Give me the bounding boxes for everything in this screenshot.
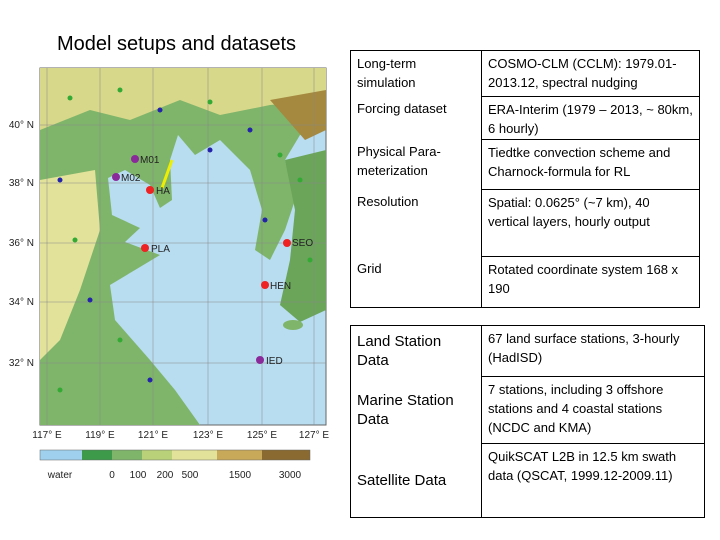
station-label: SEO [292, 238, 313, 249]
table-row: Marine Station Data 7 stations, including… [351, 376, 704, 443]
station-marker [131, 155, 139, 163]
lat-label: 34° N [9, 297, 34, 308]
row-value: COSMO-CLM (CCLM): 1979.01-2013.12, spect… [481, 51, 699, 96]
colorbar-label: 3000 [279, 470, 302, 481]
setup-table: Long-term simulation COSMO-CLM (CCLM): 19… [350, 50, 700, 308]
lon-label: 119° E [85, 430, 115, 441]
row-value: 7 stations, including 3 offshore station… [481, 376, 704, 443]
colorbar-label: 200 [157, 470, 174, 481]
row-label: Physical Para-meterization [357, 144, 441, 178]
land-stations [57, 87, 313, 393]
station-marker [141, 244, 149, 252]
station-label: M01 [140, 155, 160, 166]
lat-label: 40° N [9, 120, 34, 131]
station-map: M01 M02 HA PLA SEO HEN IED 40° N 38° N 3… [9, 67, 329, 481]
table-row: Long-term simulation COSMO-CLM (CCLM): 19… [351, 51, 699, 96]
row-label: Long-term simulation [357, 56, 417, 90]
colorbar-label: 100 [130, 470, 147, 481]
row-label: Forcing dataset [357, 101, 447, 116]
station-marker [256, 356, 264, 364]
table-row: Physical Para-meterization Tiedtke convec… [351, 139, 699, 189]
row-label: Resolution [357, 194, 419, 209]
lat-labels: 40° N 38° N 36° N 34° N 32° N [9, 120, 34, 369]
row-value: QuikSCAT L2B in 12.5 km swath data (QSCA… [481, 443, 704, 517]
table-row: Satellite Data QuikSCAT L2B in 12.5 km sw… [351, 443, 704, 517]
table-row: Grid Rotated coordinate system 168 x 190 [351, 256, 699, 307]
row-value: Tiedtke convection scheme and Charnock-f… [481, 139, 699, 189]
colorbar-label: 1500 [229, 470, 252, 481]
table-row: Forcing dataset ERA-Interim (1979 – 2013,… [351, 96, 699, 139]
land [40, 68, 326, 425]
data-table: Land Station Data 67 land surface station… [350, 325, 705, 518]
station-label: IED [266, 356, 283, 367]
lon-label: 127° E [299, 430, 329, 441]
row-label: Land Station Data [357, 333, 442, 369]
graticule [40, 68, 326, 425]
lat-label: 36° N [9, 238, 34, 249]
row-value: Spatial: 0.0625° (~7 km), 40 vertical la… [481, 189, 699, 256]
lon-label: 121° E [138, 430, 168, 441]
station-marker [283, 239, 291, 247]
station-marker [112, 173, 120, 181]
lat-label: 38° N [9, 178, 34, 189]
row-value: 67 land surface stations, 3-hourly (HadI… [481, 326, 704, 376]
table-row: Resolution Spatial: 0.0625° (~7 km), 40 v… [351, 189, 699, 256]
station-label: PLA [151, 244, 170, 255]
lat-label: 32° N [9, 358, 34, 369]
row-label: Grid [357, 261, 382, 276]
colorbar-label: 0 [109, 470, 115, 481]
transect [160, 159, 174, 189]
station-label: HEN [270, 281, 291, 292]
slide-title: Model setups and datasets [57, 33, 297, 55]
station-marker [146, 186, 154, 194]
lon-label: 125° E [247, 430, 277, 441]
row-value: Rotated coordinate system 168 x 190 [481, 256, 699, 307]
lon-label: 123° E [193, 430, 223, 441]
station-label: M02 [121, 173, 141, 184]
table-row: Land Station Data 67 land surface station… [351, 326, 704, 376]
row-label: Marine Station Data [357, 391, 454, 428]
colorbar-label: 500 [182, 470, 199, 481]
row-value: ERA-Interim (1979 – 2013, ~ 80km, 6 hour… [481, 96, 699, 139]
colorbar-labels: water 0 100 200 500 1500 3000 [47, 470, 302, 481]
colorbar-label: water [47, 470, 73, 481]
colorbar [39, 449, 311, 461]
lon-label: 117° E [32, 430, 62, 441]
lon-labels: 117° E 119° E 121° E 123° E 125° E 127° … [32, 430, 329, 441]
station-label: HA [156, 186, 170, 197]
station-marker [261, 281, 269, 289]
row-label: Satellite Data [357, 471, 447, 489]
